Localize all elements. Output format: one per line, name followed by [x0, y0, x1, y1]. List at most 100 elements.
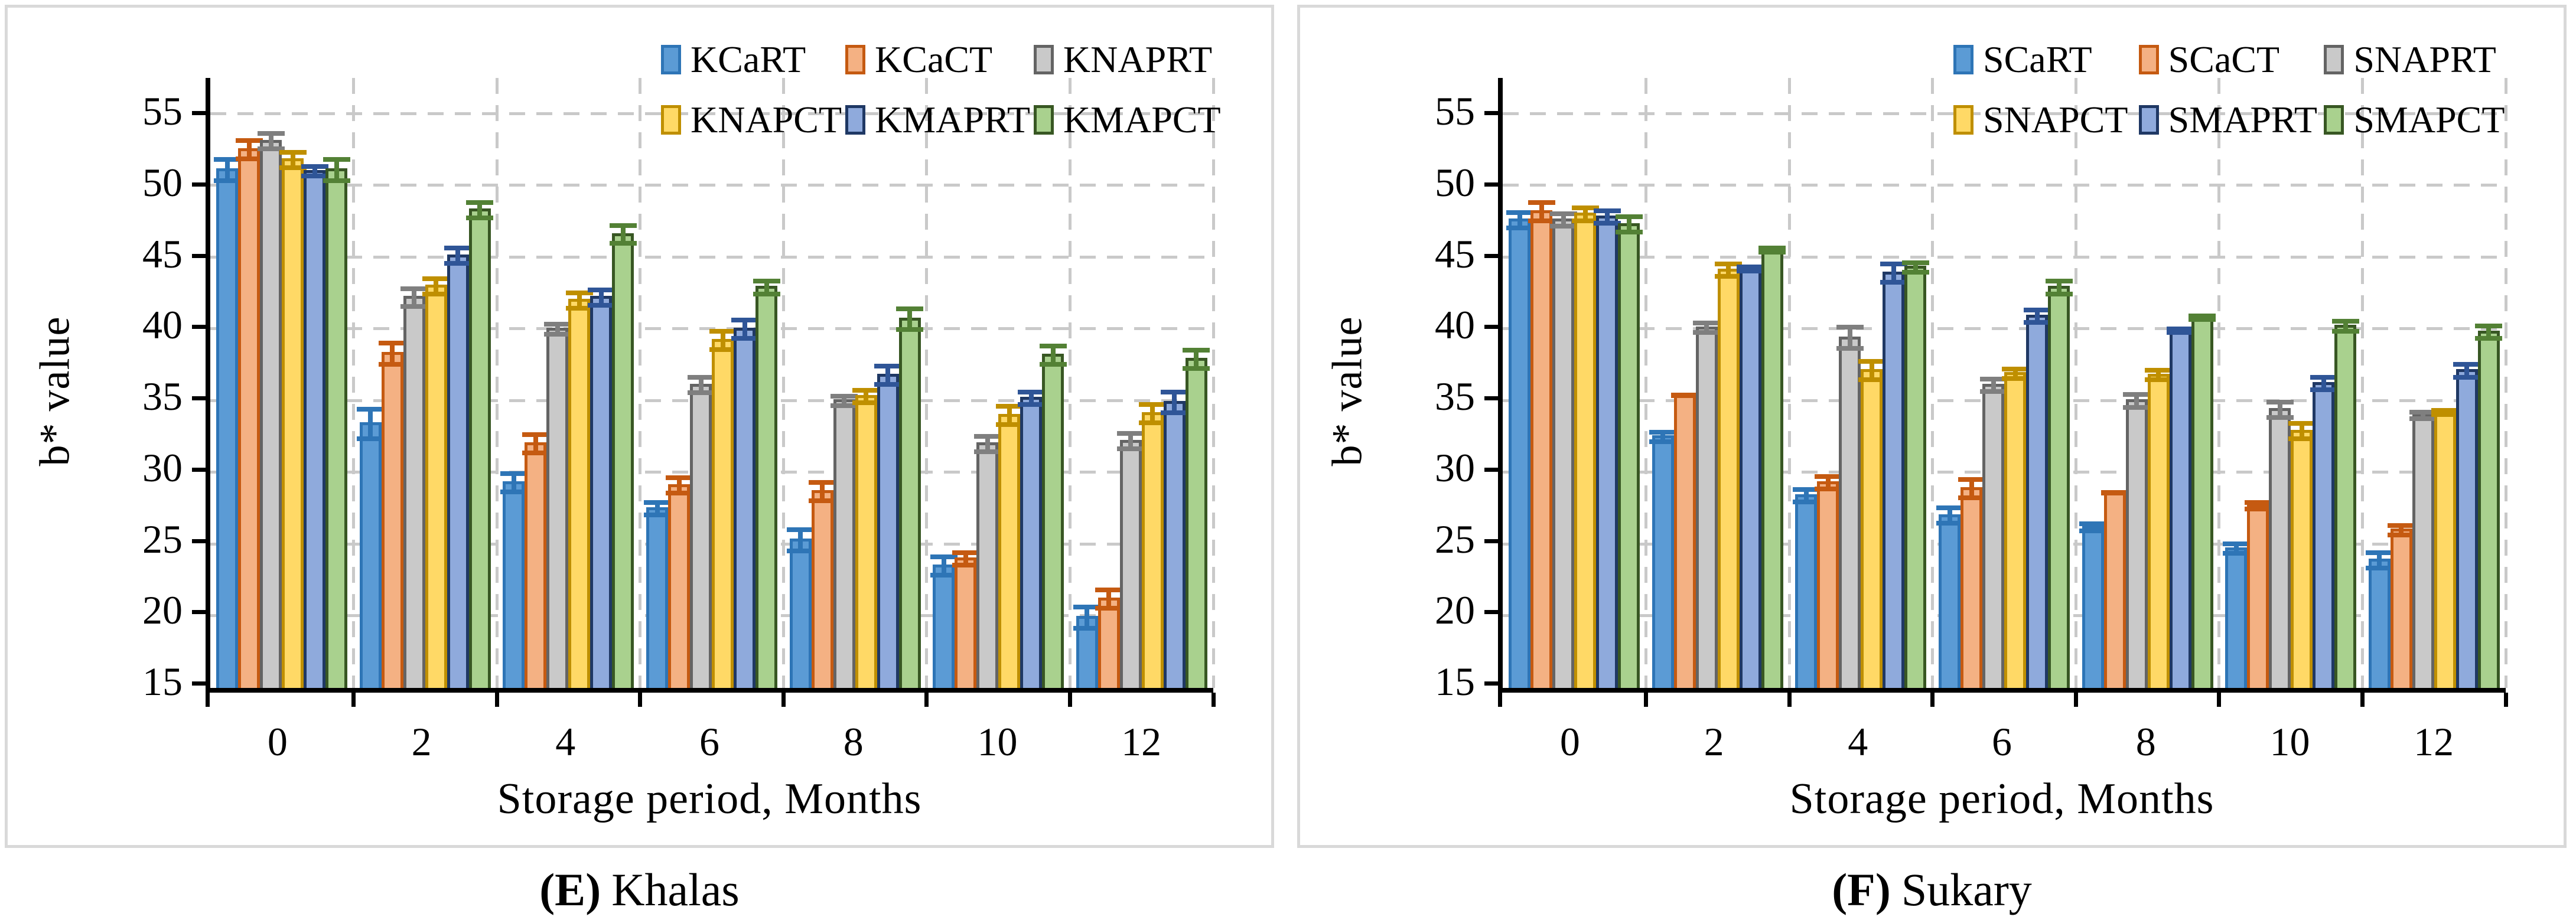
- error-bar-cap-top: [2001, 366, 2029, 371]
- bar-KNAPRT-month-0: [257, 131, 285, 688]
- bar-SNAPCT-month-2: [1715, 262, 1743, 688]
- y-tick-mark-15: [1484, 681, 1498, 686]
- legend-swatch-medium-blue: [2138, 105, 2159, 135]
- legend-label: KCaCT: [875, 38, 993, 80]
- error-bar-cap-bottom: [609, 241, 637, 246]
- error-bar-cap-top: [565, 290, 593, 295]
- error-bar-SMAPRT-month-0: [1593, 208, 1621, 226]
- bar-KNAPRT-month-2: [400, 286, 428, 688]
- error-bar-SNAPCT-month-10: [2288, 421, 2316, 442]
- bar-groups: [1503, 78, 2506, 688]
- error-bar-KNAPCT-month-10: [995, 403, 1023, 427]
- bar-SNAPRT-month-10: [2266, 399, 2294, 688]
- error-bar-stem: [1561, 211, 1566, 229]
- bar-KMAPRT-month-0: [301, 164, 328, 688]
- error-bar-cap-bottom: [731, 335, 758, 341]
- bar-KNAPCT-month-6: [709, 329, 737, 688]
- error-bar-stem: [290, 149, 295, 170]
- error-bar-SCaRT-month-12: [2366, 550, 2393, 570]
- error-bar-SCaRT-month-4: [1792, 487, 1820, 504]
- error-bar-stem: [963, 550, 968, 567]
- error-bar-cap-top: [787, 527, 815, 532]
- error-bar-stem: [412, 286, 417, 309]
- error-bar-stem: [1085, 605, 1090, 631]
- error-bar-cap-bottom: [543, 331, 571, 337]
- legend-item-KCaCT: KCaCT: [845, 38, 1030, 81]
- error-bar-cap-top: [1649, 429, 1677, 435]
- x-category-label-4: 4: [1848, 719, 1868, 764]
- error-bar-cap-bottom: [1936, 521, 1963, 526]
- error-bar-cap-top: [1958, 477, 1985, 482]
- error-bar-cap-top: [1792, 487, 1820, 492]
- bar-KNAPRT-month-10: [973, 433, 1001, 688]
- y-tick-mark-20: [1484, 610, 1498, 615]
- error-bar-stem: [985, 433, 990, 454]
- error-bar-KCaCT-month-2: [379, 340, 406, 367]
- legend-swatch-green: [2324, 105, 2344, 135]
- legend-label: KCaRT: [691, 38, 806, 80]
- bar-KCaRT-month-8: [787, 527, 815, 688]
- bar-SCaRT-month-4: [1792, 487, 1820, 688]
- x-category-label-8: 8: [843, 719, 864, 764]
- plot-area: [206, 78, 1215, 693]
- error-bar-cap-bottom: [279, 165, 307, 170]
- error-bar-stem: [2299, 421, 2304, 442]
- y-tick-label-25: 25: [142, 516, 183, 562]
- error-bar-SMAPCT-month-8: [2189, 313, 2216, 322]
- error-bar-cap-top: [1737, 265, 1764, 270]
- error-bar-cap-bottom: [1117, 446, 1145, 452]
- legend-swatch-orange: [2138, 45, 2159, 74]
- error-bar-cap-bottom: [2331, 328, 2359, 334]
- error-bar-cap-bottom: [466, 215, 494, 220]
- error-bar-SNAPCT-month-6: [2001, 366, 2029, 381]
- error-bar-cap-top: [1593, 208, 1621, 214]
- legend-item-SCaRT: SCaRT: [1953, 38, 2135, 81]
- error-bar-cap-bottom: [379, 361, 406, 367]
- bar-group-month-8: [2076, 78, 2219, 688]
- x-tick-mark-0: [206, 693, 210, 707]
- error-bar-KNAPRT-month-6: [687, 375, 715, 396]
- error-bar-cap-bottom: [565, 305, 593, 311]
- error-bar-cap-top: [2475, 323, 2503, 328]
- error-bar-cap-top: [444, 246, 472, 251]
- bar-SCaRT-month-6: [1936, 505, 1963, 688]
- error-bar-SCaRT-month-2: [1649, 429, 1677, 444]
- error-bar-cap-bottom: [896, 327, 924, 332]
- error-bar-stem: [2156, 368, 2161, 383]
- legend-swatch-yellow: [1953, 105, 1973, 135]
- error-bar-KCaRT-month-2: [357, 406, 385, 442]
- legend-label: SMAPCT: [2353, 99, 2505, 141]
- error-bar-cap-bottom: [2475, 335, 2503, 341]
- y-tick-mark-45: [1484, 253, 1498, 258]
- error-bar-stem: [511, 471, 516, 494]
- error-bar-SCaCT-month-4: [1814, 474, 1842, 492]
- error-bar-cap-top: [2409, 409, 2437, 415]
- gridline-x-2: [1787, 78, 1791, 688]
- gridline-y-50: [1503, 184, 2506, 187]
- error-bar-cap-bottom: [709, 347, 737, 353]
- y-tick-mark-55: [1484, 111, 1498, 116]
- gridline-y-55: [210, 112, 1213, 115]
- y-tick-mark-50: [1484, 182, 1498, 187]
- y-tick-label-35: 35: [142, 374, 183, 419]
- legend-item-SCaCT: SCaCT: [2138, 38, 2321, 81]
- error-bar-cap-top: [609, 223, 637, 228]
- y-tick-label-25: 25: [1435, 516, 1475, 562]
- error-bar-cap-top: [2331, 319, 2359, 324]
- error-bar-cap-bottom: [930, 572, 958, 578]
- error-bar-stem: [598, 287, 604, 308]
- bar-group-month-12: [1070, 78, 1213, 688]
- error-bar-SNAPCT-month-8: [2145, 368, 2173, 383]
- error-bar-cap-bottom: [1979, 389, 2007, 394]
- error-bar-cap-bottom: [500, 489, 527, 494]
- error-bar-cap-top: [1017, 389, 1045, 394]
- bar-SCaCT-month-10: [2244, 500, 2272, 688]
- error-bar-KMAPRT-month-4: [587, 287, 615, 308]
- error-bar-SMAPCT-month-0: [1615, 214, 1643, 235]
- error-bar-cap-top: [1615, 214, 1643, 219]
- y-tick-label-50: 50: [1435, 160, 1475, 205]
- gridline-x-7: [1212, 78, 1215, 688]
- error-bar-cap-bottom: [852, 400, 880, 406]
- error-bar-cap-bottom: [1671, 392, 1699, 397]
- error-bar-cap-bottom: [2079, 528, 2107, 533]
